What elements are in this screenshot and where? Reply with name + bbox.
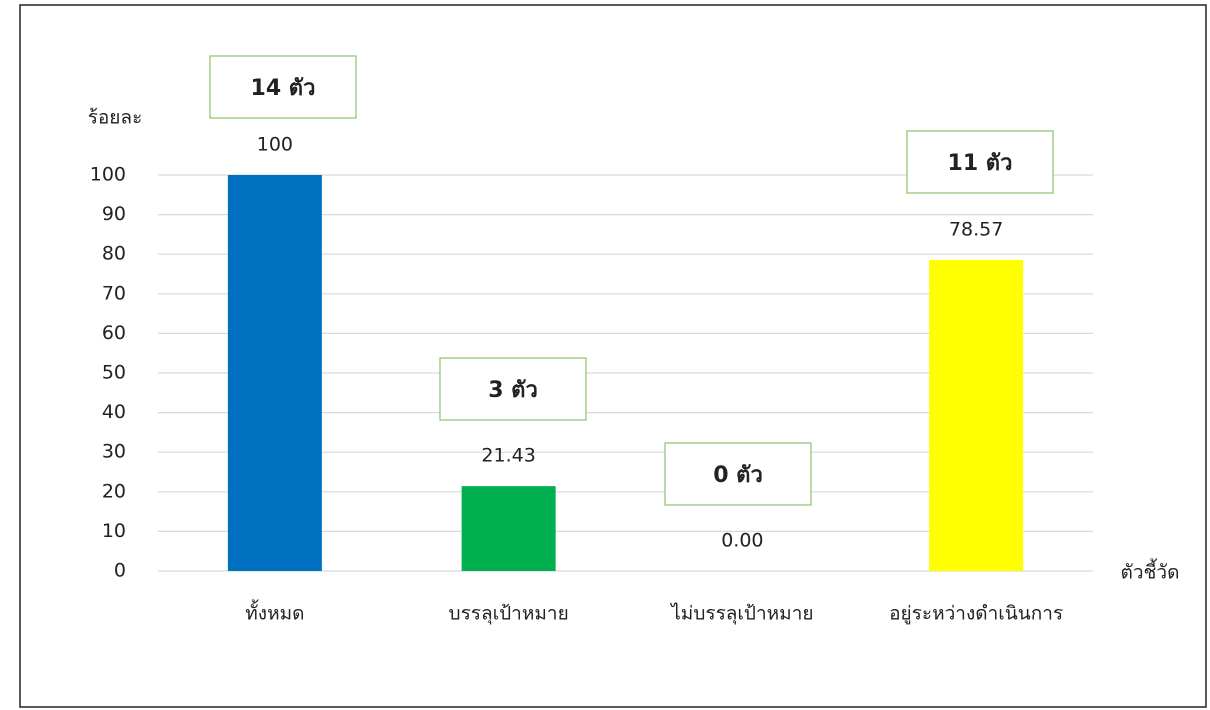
chart-frame — [19, 4, 1207, 708]
annotation-box — [439, 357, 587, 421]
data-label: 78.57 — [949, 218, 1003, 240]
bar — [929, 259, 1024, 571]
data-label: 21.43 — [481, 445, 535, 467]
y-tick-label: 60 — [102, 322, 126, 344]
y-tick-label: 70 — [102, 282, 126, 304]
annotation-box — [664, 442, 812, 506]
bar — [227, 175, 322, 571]
x-tick-label: อยู่ระหว่างดำเนินการ — [889, 603, 1063, 625]
annotation: 0 ตัว — [713, 463, 763, 488]
x-tick-label: ไม่บรรลุเป้าหมาย — [669, 603, 813, 626]
y-tick-label: 20 — [102, 480, 126, 502]
y-tick-label: 40 — [102, 401, 126, 423]
x-tick-label: ทั้งหมด — [245, 600, 304, 625]
y-tick-label: 50 — [102, 362, 126, 384]
x-axis-label: ตัวชี้วัด — [1121, 559, 1180, 584]
annotation: 3 ตัว — [488, 378, 538, 403]
y-tick-label: 100 — [90, 164, 126, 186]
y-tick-label: 30 — [102, 441, 126, 463]
annotation-box — [906, 130, 1054, 194]
annotation: 14 ตัว — [251, 76, 316, 101]
y-tick-label: 10 — [102, 520, 126, 542]
x-tick-label: บรรลุเป้าหมาย — [449, 603, 569, 626]
data-label: 100 — [257, 134, 293, 156]
y-axis-label: ร้อยละ — [88, 107, 143, 129]
annotation: 11 ตัว — [948, 151, 1013, 176]
y-tick-label: 80 — [102, 243, 126, 265]
annotation-box — [209, 55, 357, 119]
data-label: 0.00 — [721, 530, 763, 552]
y-tick-label: 0 — [114, 560, 126, 582]
bar — [461, 486, 556, 571]
y-tick-label: 90 — [102, 203, 126, 225]
